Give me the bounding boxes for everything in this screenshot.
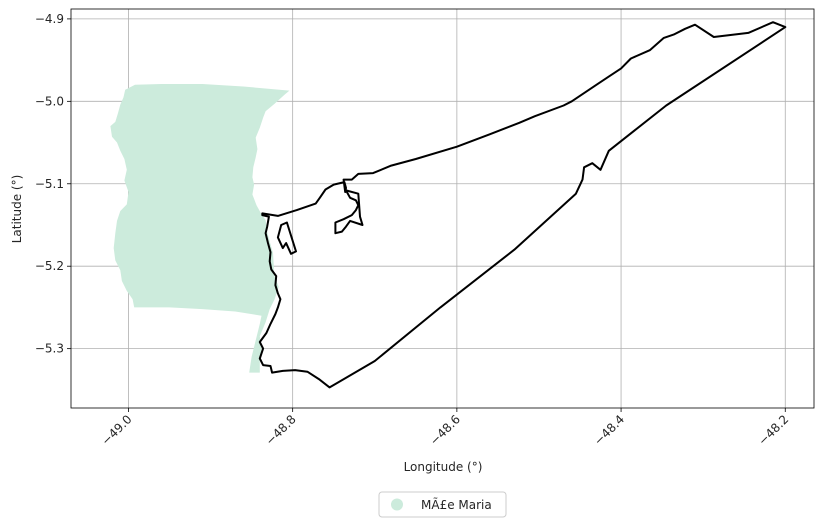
boundary-outline-1 [258, 21, 787, 389]
y-tick-label: −5.2 [35, 259, 64, 273]
map-layers [110, 21, 787, 389]
boundary-outline-3 [334, 189, 364, 235]
y-axis-label: Latitude (°) [10, 175, 24, 244]
y-tick-label: −5.3 [35, 342, 64, 356]
legend-marker-circle [391, 498, 403, 511]
y-tick-label: −4.9 [35, 12, 64, 26]
legend-entry-label: MÃ£e Maria [421, 497, 492, 512]
plot-area [70, 8, 815, 409]
legend-box [378, 491, 507, 518]
y-axis-ticks: −4.9 −5.0 −5.1 −5.2 −5.3 [35, 12, 71, 356]
x-axis-label: Longitude (°) [404, 460, 483, 474]
boundary-outline-2 [276, 221, 297, 255]
y-tick-label: −5.1 [35, 177, 64, 191]
legend: MÃ£e Maria [378, 491, 507, 518]
axes-frame [70, 8, 815, 409]
territory-area-mae-maria [110, 84, 290, 373]
y-tick-label: −5.0 [35, 94, 64, 108]
